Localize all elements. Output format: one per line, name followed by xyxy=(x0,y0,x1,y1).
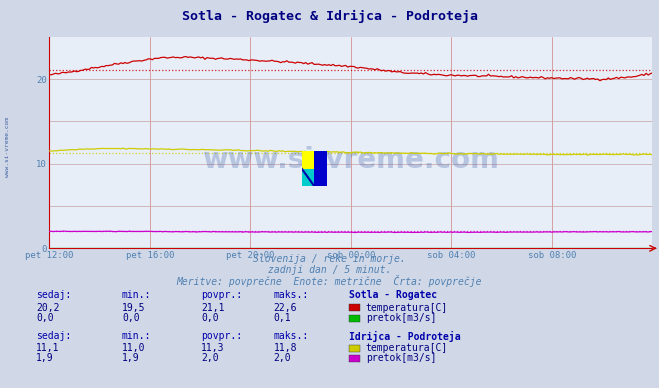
Text: 11,1: 11,1 xyxy=(36,343,60,353)
Text: 21,1: 21,1 xyxy=(201,303,225,313)
Text: 0,1: 0,1 xyxy=(273,313,291,323)
Text: Sotla - Rogatec: Sotla - Rogatec xyxy=(349,290,438,300)
Text: maks.:: maks.: xyxy=(273,290,308,300)
Text: 11,8: 11,8 xyxy=(273,343,297,353)
Text: sedaj:: sedaj: xyxy=(36,331,71,341)
Text: pretok[m3/s]: pretok[m3/s] xyxy=(366,313,436,323)
Text: Idrijca - Podroteja: Idrijca - Podroteja xyxy=(349,331,461,341)
Text: 1,9: 1,9 xyxy=(36,353,54,364)
Text: temperatura[C]: temperatura[C] xyxy=(366,303,448,313)
Text: min.:: min.: xyxy=(122,331,152,341)
Text: 11,0: 11,0 xyxy=(122,343,146,353)
Text: sedaj:: sedaj: xyxy=(36,290,71,300)
Text: 0,0: 0,0 xyxy=(201,313,219,323)
Text: 19,5: 19,5 xyxy=(122,303,146,313)
Bar xyxy=(314,151,327,186)
Text: 11,3: 11,3 xyxy=(201,343,225,353)
Bar xyxy=(302,151,314,169)
Text: 0,0: 0,0 xyxy=(122,313,140,323)
Text: maks.:: maks.: xyxy=(273,331,308,341)
Text: 22,6: 22,6 xyxy=(273,303,297,313)
Text: www.si-vreme.com: www.si-vreme.com xyxy=(5,118,11,177)
Text: 1,9: 1,9 xyxy=(122,353,140,364)
Text: 2,0: 2,0 xyxy=(201,353,219,364)
Text: temperatura[C]: temperatura[C] xyxy=(366,343,448,353)
Text: Sotla - Rogatec & Idrijca - Podroteja: Sotla - Rogatec & Idrijca - Podroteja xyxy=(181,10,478,23)
Text: zadnji dan / 5 minut.: zadnji dan / 5 minut. xyxy=(268,265,391,275)
Text: pretok[m3/s]: pretok[m3/s] xyxy=(366,353,436,364)
Text: www.si-vreme.com: www.si-vreme.com xyxy=(202,146,500,173)
Text: 0,0: 0,0 xyxy=(36,313,54,323)
Text: povpr.:: povpr.: xyxy=(201,290,242,300)
Text: 20,2: 20,2 xyxy=(36,303,60,313)
Text: 2,0: 2,0 xyxy=(273,353,291,364)
Text: Meritve: povprečne  Enote: metrične  Črta: povprečje: Meritve: povprečne Enote: metrične Črta:… xyxy=(177,275,482,287)
Bar xyxy=(302,169,314,186)
Text: Slovenija / reke in morje.: Slovenija / reke in morje. xyxy=(253,254,406,264)
Text: povpr.:: povpr.: xyxy=(201,331,242,341)
Text: min.:: min.: xyxy=(122,290,152,300)
